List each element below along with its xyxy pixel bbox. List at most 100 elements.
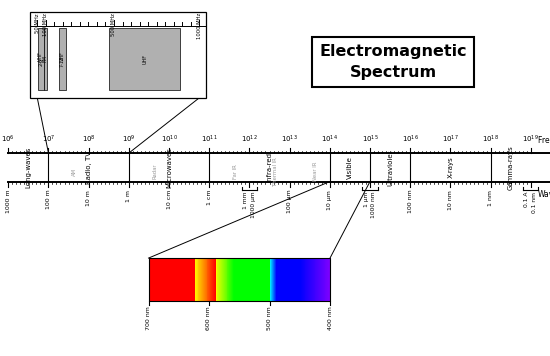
Bar [205, 258, 206, 301]
Bar [161, 258, 163, 301]
Bar [265, 258, 266, 301]
Text: 1 μm: 1 μm [364, 192, 368, 207]
Bar [251, 258, 252, 301]
Bar [158, 258, 159, 301]
Bar [248, 258, 249, 301]
Text: 10$^{9}$: 10$^{9}$ [122, 134, 136, 145]
Text: 1000 nm: 1000 nm [371, 192, 376, 218]
Bar [221, 258, 223, 301]
Bar [285, 258, 287, 301]
Text: UHF: UHF [142, 54, 147, 64]
Bar [230, 258, 232, 301]
Text: 1000 μm: 1000 μm [251, 192, 256, 218]
Bar [195, 258, 196, 301]
Bar [252, 258, 254, 301]
Bar [255, 258, 256, 301]
Bar [327, 258, 329, 301]
Bar [168, 258, 169, 301]
Bar [281, 258, 283, 301]
Bar [167, 258, 168, 301]
Bar [158, 258, 160, 301]
Text: VHF: VHF [60, 51, 65, 61]
Text: Wavelength: Wavelength [538, 190, 550, 199]
Bar [196, 258, 197, 301]
Bar [290, 258, 292, 301]
Bar [272, 258, 273, 301]
Text: 10$^{19}$: 10$^{19}$ [522, 134, 539, 145]
Text: Visible: Visible [347, 156, 353, 179]
Text: Infra-red: Infra-red [267, 152, 272, 182]
Text: 500 MHz: 500 MHz [112, 13, 117, 36]
Text: 600 nm: 600 nm [206, 306, 211, 330]
Bar [326, 258, 328, 301]
Text: 10 nm: 10 nm [448, 190, 453, 210]
Bar [274, 258, 276, 301]
Bar [169, 258, 171, 301]
Bar [268, 258, 270, 301]
Text: 10$^{18}$: 10$^{18}$ [482, 134, 499, 145]
Text: 400 nm: 400 nm [327, 306, 333, 330]
Bar [229, 258, 231, 301]
Bar [178, 258, 180, 301]
Bar [315, 258, 316, 301]
Bar [314, 258, 315, 301]
Bar [284, 258, 285, 301]
Bar [261, 258, 262, 301]
Text: Ultraviolet: Ultraviolet [387, 149, 393, 185]
Bar [202, 258, 204, 301]
Bar [269, 258, 271, 301]
Bar [200, 258, 202, 301]
Bar [180, 258, 182, 301]
Bar [38, 28, 44, 90]
Bar [207, 258, 209, 301]
Bar [267, 258, 269, 301]
Text: Electromagnetic
Spectrum: Electromagnetic Spectrum [320, 44, 467, 80]
Bar [242, 258, 244, 301]
Bar [246, 258, 247, 301]
Bar [329, 258, 331, 301]
Text: 100 m: 100 m [46, 190, 51, 209]
Text: 50 MHz: 50 MHz [35, 13, 40, 33]
Bar [148, 258, 330, 301]
Bar [259, 258, 261, 301]
Bar [257, 258, 259, 301]
Bar [214, 258, 216, 301]
Text: Long-waves: Long-waves [25, 147, 31, 188]
Bar [294, 258, 295, 301]
Bar [296, 258, 298, 301]
Bar [174, 258, 175, 301]
Bar [210, 258, 212, 301]
Bar [211, 258, 212, 301]
Bar [316, 258, 317, 301]
Bar [285, 258, 286, 301]
Bar [310, 258, 311, 301]
Text: 100 nm: 100 nm [408, 190, 412, 214]
Bar [254, 258, 255, 301]
Bar [204, 258, 205, 301]
Bar [191, 258, 192, 301]
Text: 100 μm: 100 μm [287, 190, 292, 214]
Bar [206, 258, 207, 301]
Bar [246, 258, 248, 301]
Text: Frequency (Hz): Frequency (Hz) [538, 136, 550, 145]
Text: 7-13: 7-13 [60, 56, 65, 67]
Bar [160, 258, 162, 301]
Bar [228, 258, 230, 301]
Bar [208, 258, 210, 301]
Bar [153, 258, 155, 301]
Bar [295, 258, 296, 301]
Text: 10$^{7}$: 10$^{7}$ [42, 134, 55, 145]
Bar [182, 258, 184, 301]
Bar [176, 258, 177, 301]
Bar [192, 258, 194, 301]
Bar [222, 258, 223, 301]
Bar [262, 258, 263, 301]
Bar [280, 258, 282, 301]
Bar [235, 258, 237, 301]
Text: Gamma-rays: Gamma-rays [508, 145, 514, 190]
Bar [298, 258, 299, 301]
Bar [196, 258, 198, 301]
Bar [283, 258, 284, 301]
Bar [227, 258, 228, 301]
Bar [212, 258, 213, 301]
